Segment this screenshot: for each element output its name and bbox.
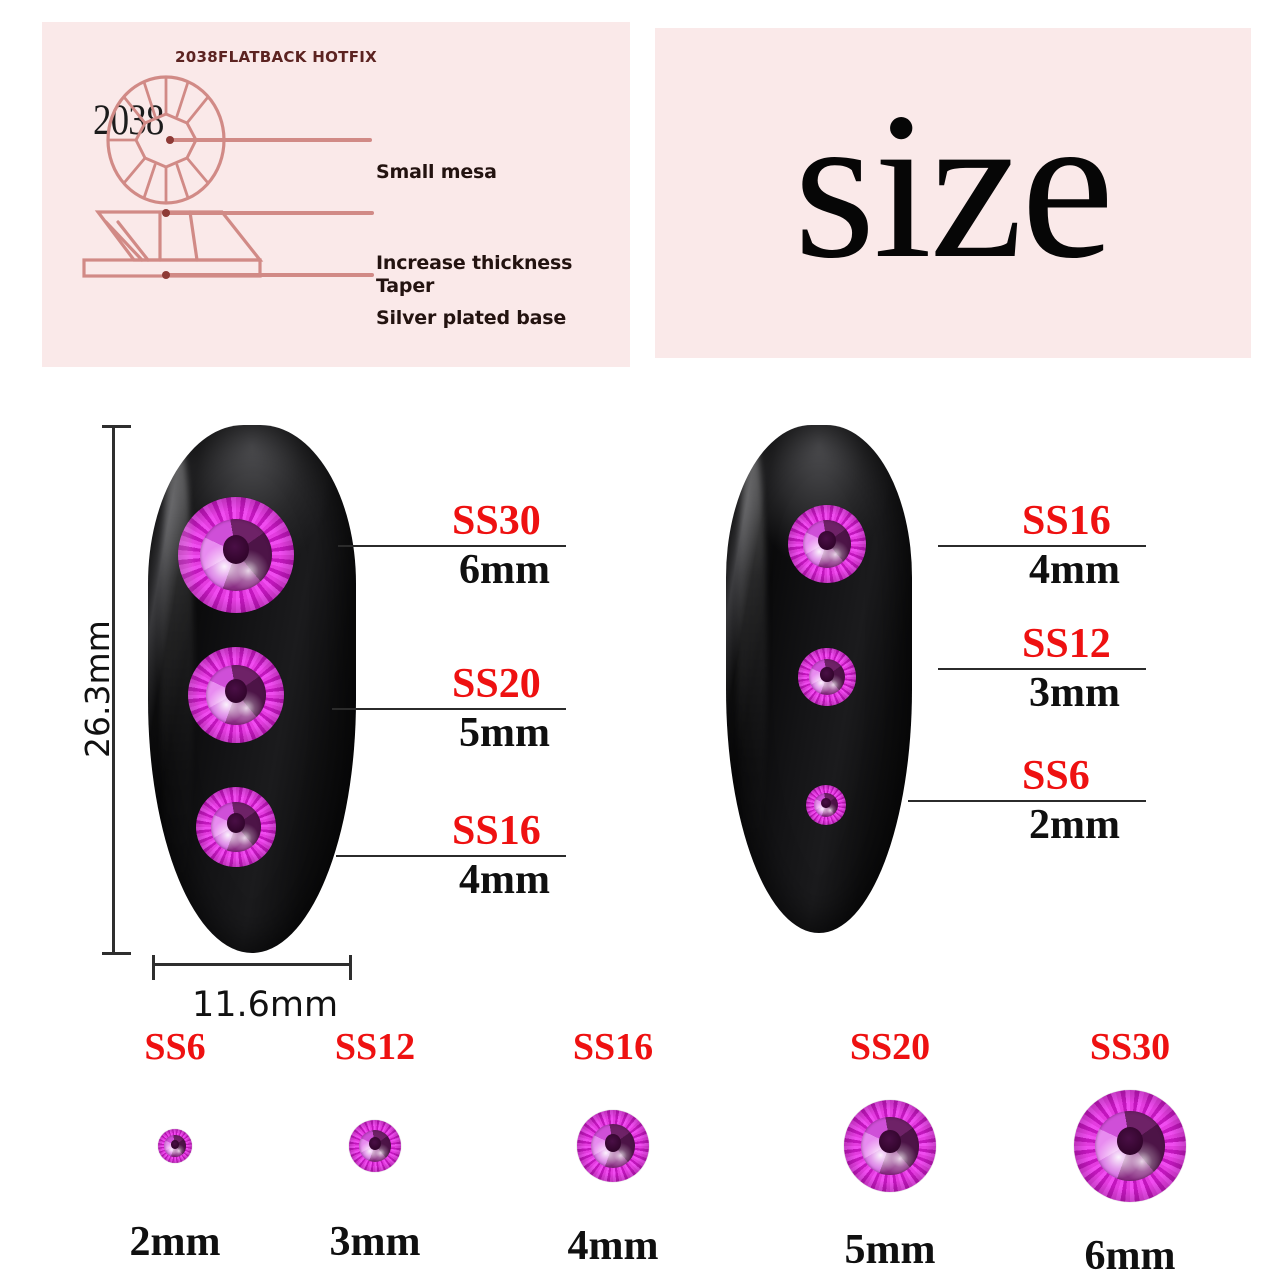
anchor-dot-mesa — [166, 136, 174, 144]
gem-culet — [171, 1140, 179, 1149]
swatch-size-label: 5mm — [844, 1227, 936, 1273]
gem-culet — [820, 667, 834, 682]
stone-size-label: 2mm — [1029, 802, 1120, 848]
gem-culet — [226, 813, 246, 834]
swatch-gem — [349, 1120, 401, 1172]
stone-size-label: 4mm — [459, 857, 550, 903]
stone-size-label: 4mm — [1029, 547, 1120, 593]
gem-ss20-on-nail — [188, 647, 284, 743]
nail-height-dimension-line — [102, 425, 131, 955]
stone-size-label: 6mm — [459, 547, 550, 593]
nail-width-dimension-line — [152, 955, 352, 980]
gem-ss30-on-nail — [178, 497, 294, 613]
size-heading-text: size — [793, 70, 1114, 303]
callout-increase-thickness: Increase thickness — [376, 252, 573, 274]
side-view-taper — [82, 210, 264, 278]
swatch-size-label: 2mm — [129, 1219, 221, 1265]
leader-line-right-ss16 — [938, 545, 1146, 547]
swatch-ss30: SS30 6mm — [1045, 1028, 1215, 1278]
leader-line-left-ss20 — [332, 708, 566, 710]
stone-size-label: 5mm — [459, 710, 550, 756]
gem-facet-ring — [188, 647, 284, 743]
gem-culet — [222, 535, 250, 565]
gem-ss16-on-nail — [788, 505, 866, 583]
swatch-size-label: 6mm — [1084, 1233, 1176, 1279]
leader-line-right-ss12 — [938, 668, 1146, 670]
leader-line-right-ss6 — [908, 800, 1146, 802]
stone-code-label: SS12 — [1022, 621, 1111, 667]
size-heading-panel — [655, 28, 1251, 358]
nail-swatch-left — [148, 425, 356, 953]
swatch-size-label: 3mm — [329, 1219, 421, 1265]
leader-line-left-ss30 — [338, 545, 566, 547]
anchor-dot-thickness — [162, 209, 170, 217]
swatch-gem — [158, 1129, 192, 1163]
callout-small-mesa: Small mesa — [376, 161, 497, 183]
gem-culet — [1117, 1126, 1143, 1155]
swatch-ss6: SS6 2mm — [90, 1028, 260, 1278]
stone-code-label: SS16 — [452, 808, 541, 854]
stone-code-label: SS6 — [1022, 753, 1090, 799]
gem-culet — [821, 798, 831, 809]
callout-silver-plated-base: Silver plated base — [376, 307, 567, 329]
stone-size-label: 3mm — [1029, 670, 1120, 716]
swatch-size-label: 4mm — [567, 1223, 659, 1269]
stone-code-label: SS20 — [452, 661, 541, 707]
swatch-code-label: SS12 — [334, 1026, 416, 1068]
nail-width-label: 11.6mm — [192, 985, 339, 1025]
flatback-technical-drawing — [82, 75, 374, 279]
gem-culet — [604, 1133, 622, 1152]
gem-ss12-on-nail — [798, 648, 856, 706]
swatch-gem — [577, 1110, 649, 1182]
product-diagram-panel — [42, 22, 630, 367]
gem-culet — [224, 678, 248, 703]
swatch-code-label: SS20 — [849, 1026, 931, 1068]
swatch-ss16: SS16 4mm — [528, 1028, 698, 1278]
gem-culet — [879, 1130, 901, 1154]
gem-culet — [369, 1137, 381, 1151]
size-heading-wrap: size — [655, 28, 1251, 358]
gem-ss6-on-nail — [806, 785, 846, 825]
swatch-code-label: SS16 — [572, 1026, 654, 1068]
nail-swatch-right — [726, 425, 912, 933]
swatch-gem — [844, 1100, 936, 1192]
anchor-dot-base — [162, 271, 170, 279]
swatch-ss12: SS12 3mm — [290, 1028, 460, 1278]
swatch-ss20: SS20 5mm — [805, 1028, 975, 1278]
callout-taper: Taper — [376, 275, 435, 297]
leader-line-left-ss16 — [336, 855, 566, 857]
gem-ss16-on-nail — [196, 787, 276, 867]
gem-culet — [818, 530, 836, 551]
swatch-gem — [1074, 1090, 1186, 1202]
stone-code-label: SS30 — [452, 498, 541, 544]
swatch-code-label: SS6 — [144, 1026, 206, 1068]
swatch-code-label: SS30 — [1089, 1026, 1171, 1068]
nail-height-label: 26.3mm — [78, 620, 117, 758]
stone-code-label: SS16 — [1022, 498, 1111, 544]
diagram-title: 2038FLATBACK HOTFIX — [175, 48, 378, 66]
